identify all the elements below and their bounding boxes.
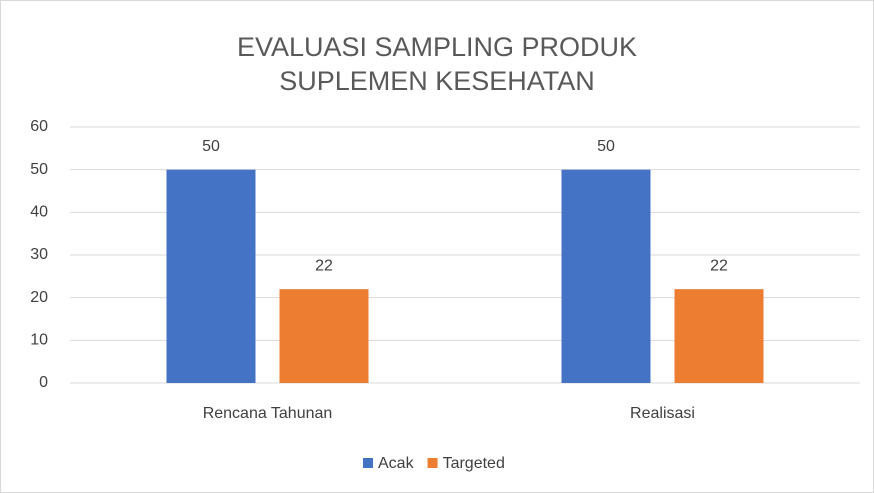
data-label: 50 <box>202 138 220 155</box>
x-tick-label: Realisasi <box>630 405 695 422</box>
y-tick-label: 20 <box>30 289 48 306</box>
legend-label: Targeted <box>443 455 505 472</box>
y-tick-label: 40 <box>30 204 48 221</box>
chart-title: EVALUASI SAMPLING PRODUK SUPLEMEN KESEHA… <box>236 32 638 96</box>
data-label: 50 <box>597 138 615 155</box>
y-tick-label: 50 <box>30 161 48 178</box>
legend-label: Acak <box>378 455 415 472</box>
x-tick-label: Rencana Tahunan <box>203 405 333 422</box>
data-label: 22 <box>315 257 333 274</box>
data-label: 22 <box>710 257 728 274</box>
legend-swatch <box>427 458 438 468</box>
bar <box>561 169 651 383</box>
y-tick-label: 0 <box>39 374 48 391</box>
bar <box>674 289 764 383</box>
legend-swatch <box>363 458 373 468</box>
bar <box>279 289 369 383</box>
y-tick-label: 30 <box>30 246 48 263</box>
bar <box>166 169 256 383</box>
y-tick-label: 10 <box>30 332 48 349</box>
y-tick-label: 60 <box>30 118 48 135</box>
